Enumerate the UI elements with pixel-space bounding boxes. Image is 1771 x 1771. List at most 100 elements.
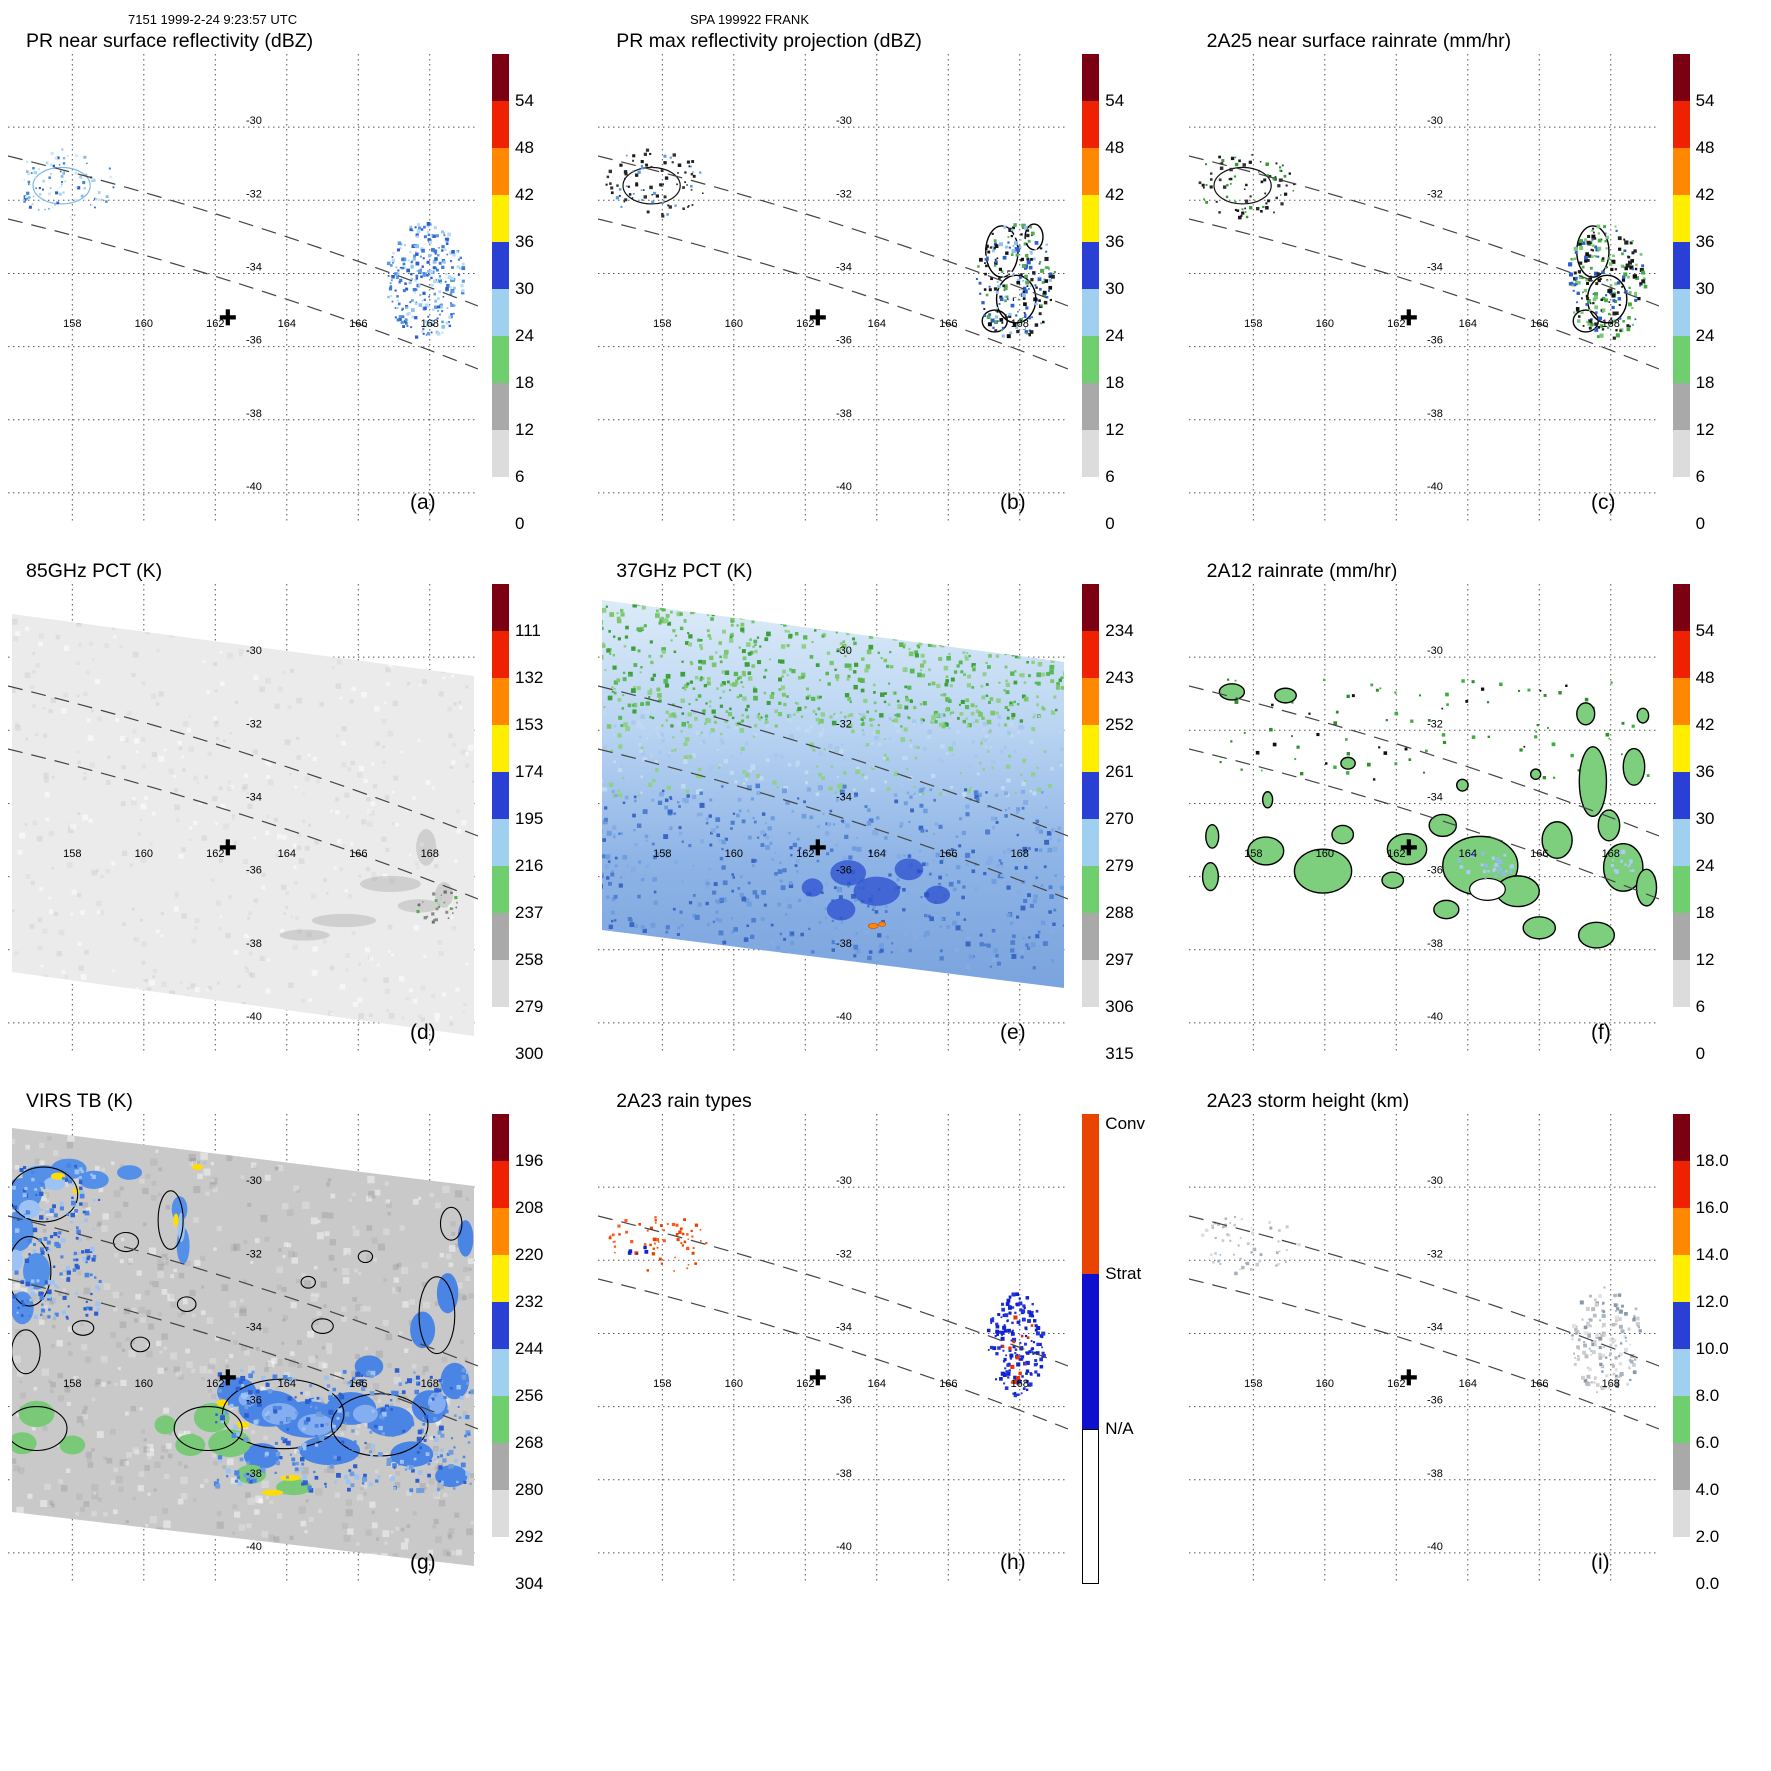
- lat-label: -30: [836, 1175, 852, 1187]
- graticule: [1188, 1114, 1659, 1584]
- colorbar-c: [1672, 54, 1690, 525]
- colorbar-tick: 6: [1105, 467, 1115, 486]
- colorbar-segment: [492, 1114, 509, 1162]
- data-specks: [1457, 851, 1514, 881]
- colorbar-segment: [1672, 584, 1690, 632]
- colorbar-segment: [492, 819, 509, 867]
- lat-label: -32: [246, 188, 262, 200]
- cyclone-center-marker: [219, 1369, 236, 1386]
- colorbar-segment: [1672, 1007, 1690, 1055]
- cyclone-center-marker: [219, 309, 236, 326]
- colorbar-ticks-f: 54 48 42 36 30 24 18 12 6 0: [1695, 584, 1770, 1063]
- colorbar-segment: [1082, 866, 1100, 914]
- colorbar-segment: [492, 866, 509, 914]
- data-blobs: [12, 1166, 463, 1457]
- header-storm-name: SPA 199922 FRANK: [690, 12, 809, 27]
- lat-label: -34: [1427, 1321, 1443, 1333]
- colorbar-tick: 6.0: [1695, 1433, 1720, 1452]
- colorbar-segment: [1672, 1161, 1690, 1209]
- lon-label: 162: [206, 318, 224, 330]
- colorbar-h: [1082, 1114, 1100, 1584]
- colorbar-tick: 36: [1105, 232, 1125, 251]
- lon-label: 158: [63, 1378, 81, 1390]
- lon-label: 158: [1244, 848, 1262, 860]
- lat-label: -38: [246, 1468, 262, 1480]
- panel-letter: (b): [1000, 491, 1026, 514]
- lat-label: -38: [1427, 408, 1443, 420]
- colorbar-segment: [1672, 1302, 1690, 1350]
- panel-title-i: 2A23 storm height (km): [1206, 1090, 1410, 1112]
- lon-label: 162: [206, 848, 224, 860]
- colorbar-tick: 244: [515, 1339, 544, 1358]
- colorbar-segment: [1672, 913, 1690, 961]
- colorbar-tick: 24: [1695, 326, 1715, 345]
- colorbar-tick: 14.0: [1695, 1245, 1729, 1264]
- colorbar-tick: 195: [515, 809, 544, 828]
- data-specks: [602, 709, 1065, 798]
- colorbar-segment: [1082, 678, 1100, 726]
- axis-labels: 158 160 162 164 166 168 -30 -32 -34 -36 -38 -40: [63, 115, 439, 493]
- lat-label: -34: [246, 261, 262, 273]
- lon-label: 160: [135, 318, 153, 330]
- swath-edge-lines: [8, 155, 478, 370]
- lon-label: 162: [1387, 1378, 1405, 1390]
- colorbar-a: [492, 54, 509, 525]
- colorbar-segment: [1082, 383, 1100, 431]
- lon-label: 158: [653, 1378, 671, 1390]
- colorbar-tick: 54: [515, 91, 534, 110]
- colorbar-segment: [1672, 960, 1690, 1008]
- colorbar-segment: [1082, 631, 1100, 679]
- data-specks: [1198, 154, 1295, 220]
- colorbar-tick: 48: [1105, 138, 1125, 157]
- lat-label: -40: [1427, 1541, 1443, 1553]
- lat-label: -38: [1427, 938, 1443, 950]
- lat-label: -36: [246, 865, 262, 877]
- colorbar-ticks-i: 18.0 16.0 14.0 12.0 10.0 8.0 6.0 4.0 2.0 0.0: [1695, 1114, 1770, 1593]
- colorbar-segment: [1082, 430, 1100, 478]
- lat-label: -38: [836, 938, 852, 950]
- colorbar-tick: 24: [1695, 856, 1715, 875]
- colorbar-tick: 220: [515, 1245, 544, 1264]
- colorbar-segment: [1672, 430, 1690, 478]
- lat-label: -30: [1427, 645, 1443, 657]
- data-specks: [976, 221, 1057, 339]
- lon-label: 166: [349, 848, 367, 860]
- colorbar-segment: [1672, 866, 1690, 914]
- colorbar-ticks-a: 54 48 42 36 30 24 18 12 6 0: [515, 54, 589, 533]
- lon-label: 164: [868, 848, 886, 860]
- lon-label: 160: [135, 848, 153, 860]
- panel-h: 2A23 rain types 158 160 162 164 166 168 -30 -32…: [590, 1086, 1180, 1616]
- data-specks: [12, 1163, 102, 1320]
- lat-label: -30: [1427, 1175, 1443, 1187]
- panel-e: 37GHz PCT (K) 158 160 162 164 166 168 -30 -32 -3…: [590, 556, 1180, 1086]
- axis-labels: 158 160 162 164 166 168 -30 -32 -34 -36 -38 -40: [653, 1175, 1029, 1553]
- swath-edge-lines: [598, 685, 1069, 900]
- colorbar-segment: [1082, 336, 1100, 384]
- cyclone-center-marker: [219, 839, 236, 856]
- cyclone-center-marker: [810, 839, 827, 856]
- colorbar-tick: 30: [1105, 279, 1125, 298]
- lat-label: -40: [836, 481, 852, 493]
- lat-label: -32: [1427, 1248, 1443, 1260]
- colorbar-tick: 111: [515, 621, 541, 640]
- colorbar-tick: 174: [515, 762, 544, 781]
- colorbar-segment: [1672, 1255, 1690, 1303]
- data-specks: [416, 890, 458, 924]
- map-h: 158 160 162 164 166 168 -30 -32 -34 -36 -38 -40 (h): [598, 1114, 1069, 1584]
- axis-labels: 158 160 162 164 166 168 -30 -32 -34 -36 -38 -40: [653, 645, 1029, 1023]
- map-i: 158 160 162 164 166 168 -30 -32 -34 -36 -38 -40 (i): [1188, 1114, 1659, 1584]
- map-d: 158 160 162 164 166 168 -30 -32 -34 -36 -38 -40 (d): [8, 584, 478, 1054]
- colorbar-tick: 292: [515, 1527, 544, 1546]
- colorbar-tick: 258: [515, 950, 544, 969]
- colorbar-tick: 270: [1105, 809, 1134, 828]
- colorbar-tick: 0: [1105, 514, 1115, 533]
- lon-label: 168: [421, 1378, 439, 1390]
- lat-label: -40: [1427, 1011, 1443, 1023]
- map-c: 158 160 162 164 166 168 -30 -32 -34 -36 -38 -40 (c): [1188, 54, 1659, 524]
- lon-label: 162: [1387, 318, 1405, 330]
- colorbar-segment: [1672, 195, 1690, 243]
- colorbar-tick: 18: [515, 373, 534, 392]
- colorbar-tick: 297: [1105, 950, 1134, 969]
- colorbar-tick: 12: [1695, 420, 1715, 439]
